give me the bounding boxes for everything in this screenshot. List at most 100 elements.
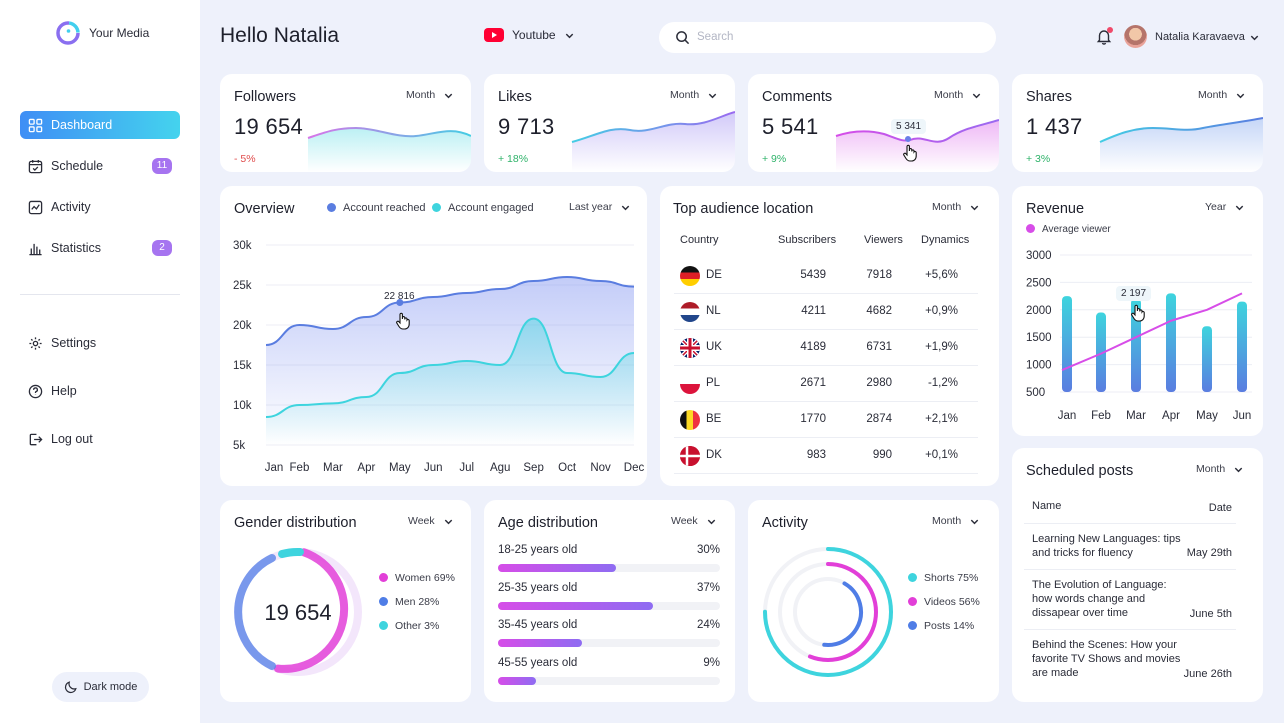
user-name[interactable]: Natalia Karavaeva — [1155, 31, 1245, 43]
likes-change: + 18% — [498, 153, 529, 165]
card-title: Followers — [234, 89, 297, 105]
revenue-bar[interactable] — [1131, 299, 1141, 392]
x-tick-label: Agu — [490, 462, 510, 474]
dark-mode-toggle[interactable]: Dark mode — [52, 672, 149, 702]
sidebar-item-logout[interactable]: Log out — [20, 425, 180, 453]
scheduled-post-row[interactable]: Learning New Languages: tips and tricks … — [1024, 524, 1236, 570]
cell-viewers: 2980 — [866, 377, 892, 389]
shares-change: + 3% — [1026, 153, 1051, 165]
cell-dynamics: +1,9% — [925, 341, 958, 353]
period-selector[interactable]: Month — [1198, 89, 1246, 101]
legend-shorts: Shorts 75% — [908, 572, 978, 584]
search-input[interactable]: Search — [697, 31, 734, 43]
sidebar-item-activity[interactable]: Activity — [20, 193, 180, 221]
location-card: Top audience location Month Country Subs… — [660, 186, 999, 486]
age-bar-fill — [498, 601, 654, 610]
period-selector[interactable]: Last year — [569, 201, 631, 213]
age-bar-track — [498, 564, 720, 572]
sidebar-item-label: Statistics — [51, 241, 102, 255]
comments-value: 5 541 — [762, 114, 819, 139]
legend-posts: Posts 14% — [908, 620, 974, 632]
table-row[interactable]: NL 4211 4682 +0,9% — [674, 294, 978, 330]
sidebar-item-help[interactable]: Help — [20, 377, 180, 405]
comments-tooltip: 5 341 — [891, 119, 927, 134]
period-selector[interactable]: Month — [932, 201, 980, 213]
cell-subscribers: 5439 — [800, 269, 826, 281]
calendar-icon — [28, 159, 43, 173]
legend-dot — [379, 597, 388, 606]
cell-country: UK — [706, 341, 722, 353]
sidebar-item-label: Activity — [51, 200, 91, 214]
revenue-tooltip: 2 197 — [1116, 286, 1152, 301]
legend-label: Other 3% — [395, 620, 440, 632]
help-icon — [28, 384, 43, 398]
youtube-icon — [484, 28, 504, 42]
legend-label: Women 69% — [395, 572, 455, 584]
user-menu-chevron-icon[interactable] — [1249, 32, 1260, 43]
age-bar-fill — [498, 564, 616, 572]
revenue-bar[interactable] — [1237, 301, 1247, 392]
table-row[interactable]: DE 5439 7918 +5,6% — [674, 258, 978, 294]
y-tick-label: 500 — [1026, 387, 1045, 399]
period-selector[interactable]: Month — [670, 89, 718, 101]
chevron-down-icon — [970, 519, 979, 524]
period-selector[interactable]: Week — [671, 515, 717, 527]
gender-card: Gender distribution Week 19 654 Women 69… — [220, 500, 471, 702]
notifications-button[interactable] — [1096, 27, 1113, 50]
women-arc — [274, 548, 349, 673]
table-row[interactable]: BE 1770 2874 +2,1% — [674, 402, 978, 438]
cell-country: DK — [706, 449, 722, 461]
x-tick-label: Sep — [523, 462, 543, 474]
period-label: Month — [406, 89, 436, 101]
cell-country: PL — [706, 377, 721, 389]
hand-cursor-icon — [396, 312, 410, 330]
age-bar-track — [498, 601, 720, 610]
revenue-bar[interactable] — [1096, 312, 1106, 392]
scheduled-post-row[interactable]: Behind the Scenes: How your favorite TV … — [1024, 630, 1236, 690]
sidebar-item-label: Schedule — [51, 159, 104, 173]
revenue-bar[interactable] — [1202, 326, 1212, 392]
revenue-bar[interactable] — [1062, 296, 1072, 392]
post-date: May 29th — [1186, 547, 1232, 559]
age-bar-track — [498, 676, 720, 685]
platform-selector[interactable]: Youtube — [484, 28, 575, 42]
avatar[interactable] — [1124, 25, 1147, 48]
grid-icon — [28, 118, 43, 132]
moon-icon — [64, 681, 77, 694]
card-title: Age distribution — [498, 515, 598, 531]
sidebar-item-settings[interactable]: Settings — [20, 329, 180, 357]
scheduled-post-row[interactable]: The Evolution of Language: how words cha… — [1024, 570, 1236, 630]
table-row[interactable]: UK 4189 6731 +1,9% — [674, 330, 978, 366]
y-tick-label: 25k — [233, 280, 252, 292]
cell-subscribers: 1770 — [800, 413, 826, 425]
search-bar[interactable]: Search — [659, 22, 996, 53]
legend-dot — [908, 597, 917, 606]
app-logo[interactable]: Your Media — [55, 20, 149, 46]
cell-subscribers: 4189 — [800, 341, 826, 353]
sidebar-item-dashboard[interactable]: Dashboard — [20, 111, 180, 139]
followers-card: Followers Month 19 654 - 5% — [220, 74, 471, 172]
period-selector[interactable]: Month — [406, 89, 454, 101]
table-row[interactable]: DK 983 990 +0,1% — [674, 438, 978, 474]
period-selector[interactable]: Week — [408, 515, 454, 527]
table-row[interactable]: PL 2671 2980 -1,2% — [674, 366, 978, 402]
overview-card: Overview Account reached Account engaged… — [220, 186, 647, 486]
sidebar-item-label: Dashboard — [51, 118, 113, 132]
x-tick-label: Feb — [1091, 410, 1111, 422]
x-tick-label: Mar — [323, 462, 343, 474]
period-selector[interactable]: Month — [934, 89, 982, 101]
x-tick-label: Apr — [357, 462, 375, 474]
revenue-bar[interactable] — [1166, 293, 1176, 392]
chevron-down-icon — [972, 93, 981, 98]
legend-men: Men 28% — [379, 596, 439, 608]
period-selector[interactable]: Year — [1205, 201, 1245, 213]
period-selector[interactable]: Month — [932, 515, 980, 527]
x-tick-label: Mar — [1126, 410, 1146, 422]
period-selector[interactable]: Month — [1196, 463, 1244, 475]
card-title: Comments — [762, 89, 833, 105]
col-country: Country — [680, 234, 719, 246]
sidebar-item-statistics[interactable]: Statistics 2 — [20, 234, 180, 262]
sidebar-item-schedule[interactable]: Schedule 11 — [20, 152, 180, 180]
cell-subscribers: 983 — [806, 449, 826, 461]
shares-sparkline — [1099, 117, 1263, 172]
